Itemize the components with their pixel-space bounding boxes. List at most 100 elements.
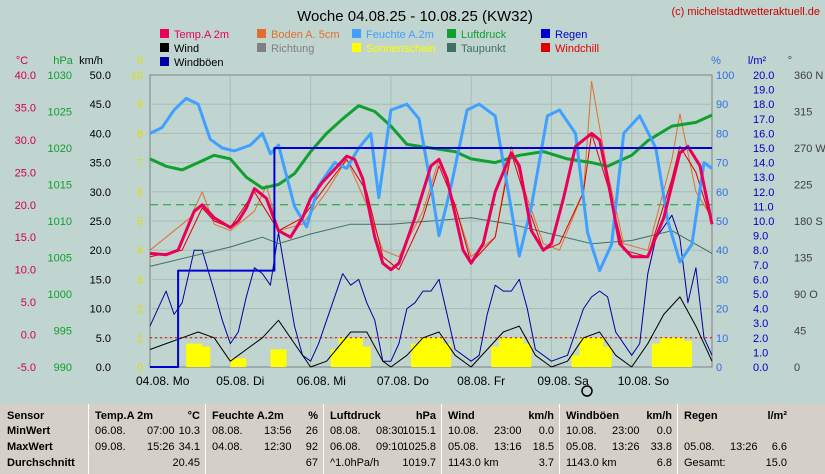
sun-axis-tick: 6 [137,187,143,199]
legend-swatch [352,43,361,52]
stats-value: 6.8 [656,457,672,469]
stats-header: Windböen [566,410,620,422]
rain-axis-unit: l/m² [748,55,767,67]
stats-date: 06.08. [95,425,126,437]
series-line-windb-en [149,214,713,362]
direction-axis-tick: 180 S [794,216,823,228]
wind-axis-unit: km/h [79,55,103,67]
stats-value: 0.0 [538,425,554,437]
stats-unit: km/h [646,410,672,422]
pressure-axis-tick: 1025 [48,107,72,119]
humidity-axis-tick: 60 [716,187,728,199]
stats-time: 15:26 [147,441,175,453]
wind-axis-tick: 25.0 [90,216,111,228]
wind-axis-tick: 0.0 [96,362,111,374]
legend-label: Sonnenschein [366,43,436,55]
date-tick-label: 05.08. Di [216,374,264,388]
rain-axis-tick: 15.0 [753,143,774,155]
series-line-feuchte-a-2m [149,96,713,273]
stats-value: 0.0 [656,425,672,437]
temp-axis-tick: 0.0 [21,330,36,342]
rain-axis-tick: 14.0 [753,158,774,170]
stats-time: 13:56 [264,425,292,437]
wind-axis-tick: 30.0 [90,187,111,199]
stats-col-rain: Regen l/m² 05.08. 13:26 6.6 Gesamt: 15.0 [677,404,793,474]
legend-swatch [257,29,266,38]
stats-value: 18.5 [532,441,554,453]
rain-axis-tick: 1.0 [753,347,768,359]
date-tick-label: 09.08. Sa [537,374,589,388]
temp-axis-tick: 10.0 [15,265,36,277]
stats-time: 13:16 [494,441,522,453]
humidity-axis-tick: 70 [716,158,728,170]
rain-axis-tick: 20.0 [753,70,774,82]
rain-axis-tick: 17.0 [753,114,774,126]
legend-swatch [447,29,456,38]
temp-axis-tick: 15.0 [15,232,36,244]
wind-axis-tick: 10.0 [90,304,111,316]
rain-axis-tick: 6.0 [753,274,768,286]
stats-time: 13:26 [612,441,640,453]
stats-value: 1025.8 [402,441,436,453]
grid [150,75,712,367]
stats-value: 34.1 [178,441,200,453]
stats-unit: % [308,410,318,422]
humidity-axis-tick: 30 [716,274,728,286]
stats-date: 09.08. [95,441,126,453]
legend-swatch [352,29,361,38]
rain-axis-tick: 19.0 [753,85,774,97]
humidity-axis-tick: 10 [716,333,728,345]
stats-time: 23:00 [612,425,640,437]
pressure-axis-tick: 1010 [48,216,72,228]
wind-axis-tick: 50.0 [90,70,111,82]
stats-header: Wind [448,410,475,422]
direction-axis-tick: 90 O [794,289,818,301]
sunshine-bar [270,349,287,367]
sun-axis-unit: h [137,55,143,67]
legend-swatch [541,29,550,38]
stats-distance: 1143.0 km [448,457,499,469]
stats-value: 10.3 [178,425,200,437]
temp-axis-unit: °C [16,55,28,67]
date-tick-label: 06.08. Mi [297,374,346,388]
stats-row-max: MaxWert [7,441,53,453]
stats-col-sensor: Sensor MinWert MaxWert Durchschnitt [0,404,88,474]
temp-axis-tick: 25.0 [15,167,36,179]
moon-phase-icon [581,385,593,397]
stats-row-avg: Durchschnitt [7,457,75,469]
wind-axis-tick: 35.0 [90,158,111,170]
legend-label: Feuchte A.2m [366,29,434,41]
stats-date: 08.08. [330,425,361,437]
sunshine-bar [194,346,211,367]
stats-header-sensor: Sensor [7,410,45,422]
sunshine-bar [675,340,692,367]
date-tick-label: 08.08. Fr [457,374,505,388]
legend-swatch [160,43,169,52]
rain-axis-tick: 16.0 [753,128,774,140]
stats-value: 26 [305,425,318,437]
stats-header: Regen [684,410,718,422]
sun-axis-tick: 4 [137,245,143,257]
temp-axis-tick: 35.0 [15,102,36,114]
sun-axis-tick: 0 [137,362,143,374]
sun-axis-tick: 3 [137,274,143,286]
pressure-axis-tick: 1020 [48,143,72,155]
wind-axis-tick: 40.0 [90,128,111,140]
stats-time: 13:26 [730,441,758,453]
wind-axis-tick: 5.0 [96,333,111,345]
wind-axis-tick: 45.0 [90,99,111,111]
legend-swatch [257,43,266,52]
pressure-axis-tick: 1000 [48,289,72,301]
rain-axis-tick: 2.0 [753,333,768,345]
stats-value: 20.45 [172,457,200,469]
stats-col-pressure: Luftdruck hPa 08.08. 08:30 1015.1 06.08.… [323,404,442,474]
stats-date: 10.08. [566,425,597,437]
series-line-temp-a-2m [149,131,714,272]
legend-label: Regen [555,29,587,41]
sunshine-bar [435,343,452,367]
temp-axis-tick: 5.0 [21,297,36,309]
wind-axis-tick: 15.0 [90,274,111,286]
stats-date: 04.08. [212,441,243,453]
direction-axis-tick: 315 [794,107,812,119]
rain-axis-tick: 13.0 [753,172,774,184]
